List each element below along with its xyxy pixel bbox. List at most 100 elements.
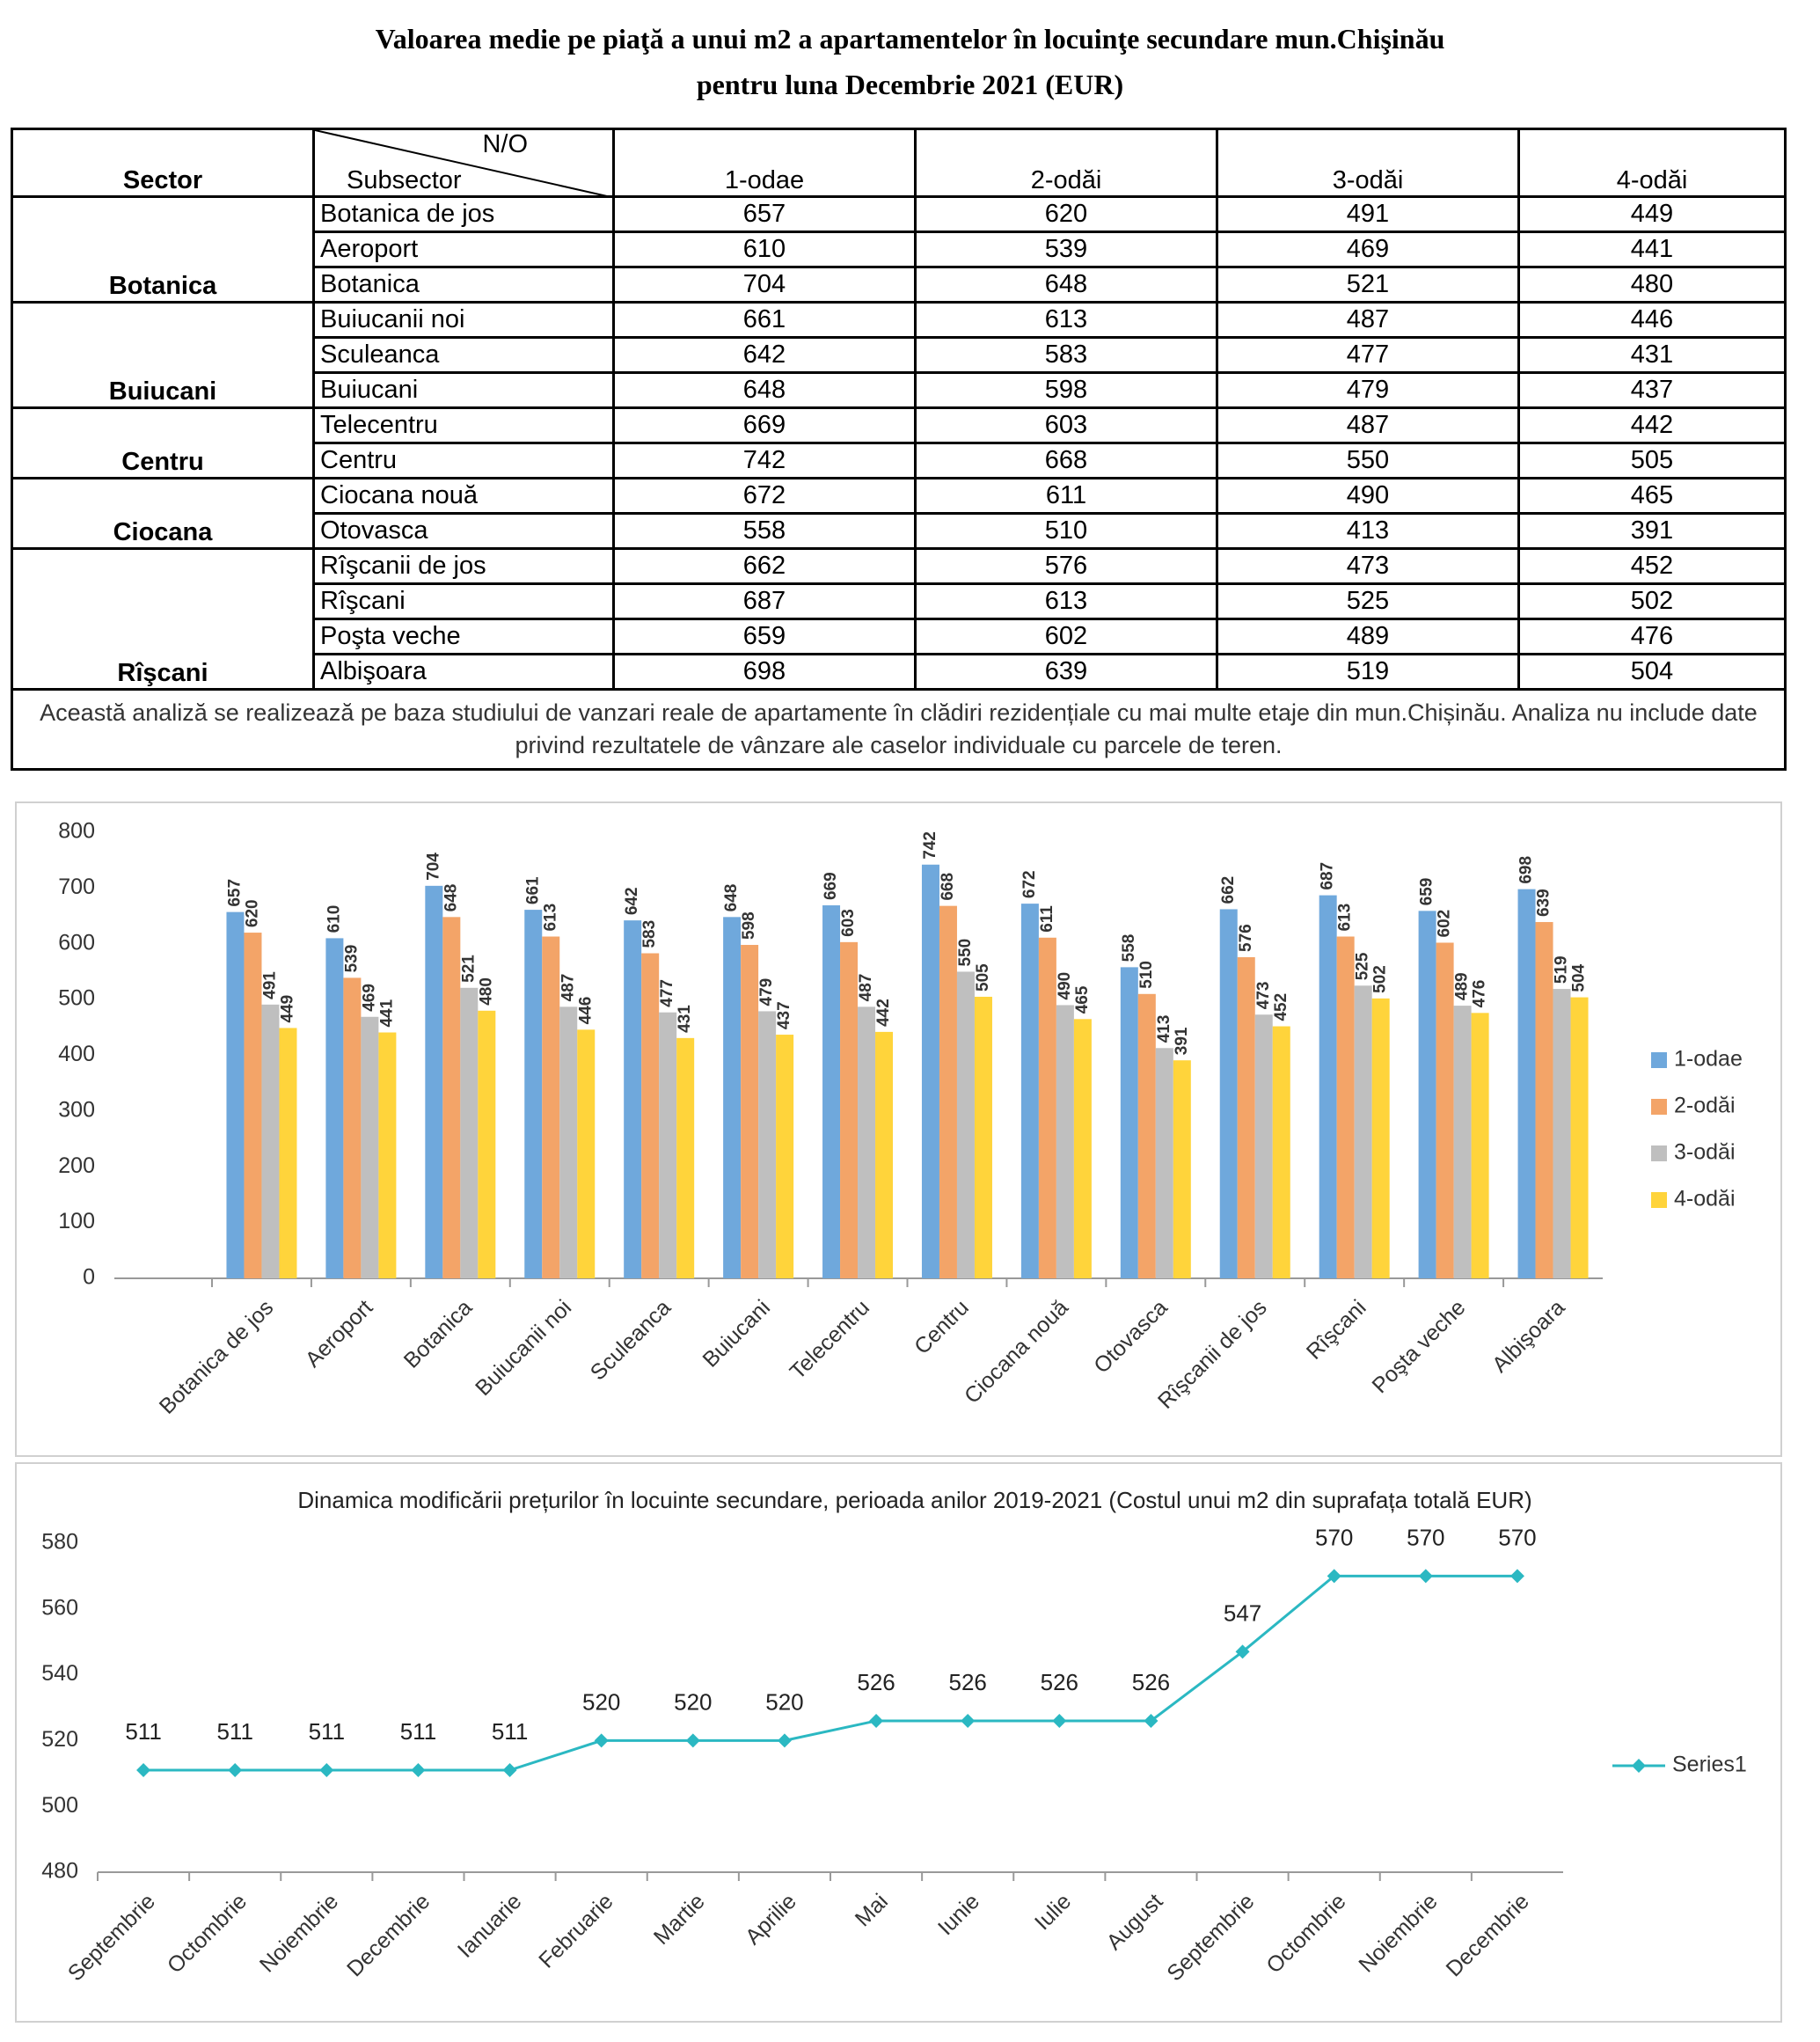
bar-value-label: 657 — [225, 879, 244, 907]
title-line: pentru luna Decembrie 2021 (EUR) — [696, 69, 1124, 100]
bar — [559, 1006, 578, 1278]
value-cell: 672 — [612, 477, 917, 515]
bar-value-label: 704 — [424, 853, 442, 881]
bar — [1120, 967, 1138, 1278]
bar — [1535, 922, 1553, 1278]
value-cell: 661 — [612, 301, 917, 339]
bar — [1155, 1048, 1173, 1278]
point-value-label: 511 — [125, 1718, 161, 1745]
bar — [758, 1011, 777, 1278]
value-cell: 441 — [1517, 231, 1787, 268]
x-tick-label: Otovasca — [1089, 1295, 1173, 1379]
bar — [524, 910, 543, 1278]
bar-value-label: 519 — [1553, 955, 1571, 984]
x-tick-label: Buiucanii noi — [471, 1295, 576, 1401]
value-cell: 698 — [612, 653, 917, 691]
bar-value-label: 431 — [676, 1005, 694, 1033]
bar-value-label: 446 — [576, 997, 595, 1025]
subsector-cell: Otovasca — [312, 512, 615, 550]
bar — [1254, 1014, 1273, 1278]
bar-value-label: 558 — [1120, 934, 1138, 962]
bar-value-label: 442 — [874, 999, 893, 1027]
point — [1327, 1569, 1341, 1584]
bar-value-label: 659 — [1418, 878, 1436, 906]
bar-value-label: 698 — [1517, 856, 1536, 884]
value-cell: 519 — [1216, 653, 1520, 691]
data-row: Buiucani 648 598 479 437 — [12, 371, 1787, 409]
y-tick-label: 600 — [58, 930, 95, 955]
x-tick-label: Poşta veche — [1367, 1295, 1470, 1398]
bar — [1056, 1005, 1074, 1278]
legend-swatch — [1651, 1192, 1667, 1208]
value-cell: 510 — [914, 512, 1218, 550]
subsector-cell: Botanica — [312, 266, 615, 304]
header-cell: 1-odae — [612, 128, 917, 198]
x-tick-label: Centru — [910, 1295, 974, 1359]
point — [1052, 1713, 1067, 1728]
legend-label: 4-odăi — [1674, 1187, 1736, 1211]
x-tick-label: Botanica de jos — [155, 1295, 279, 1419]
header-cell: Sector — [11, 128, 315, 198]
chart-frame — [15, 801, 1782, 1457]
point — [411, 1763, 426, 1778]
value-cell: 469 — [1216, 231, 1520, 268]
note-row: Această analiză se realizează pe baza st… — [11, 688, 1787, 771]
value-cell: 477 — [1216, 336, 1520, 374]
value-cell: 642 — [612, 336, 917, 374]
value-cell: 431 — [1517, 336, 1787, 374]
bar — [460, 987, 479, 1278]
x-tick-label: Noiembrie — [1354, 1889, 1442, 1977]
point — [228, 1763, 243, 1778]
bar-value-label: 611 — [1038, 905, 1056, 933]
value-cell: 657 — [612, 195, 917, 233]
bar-value-label: 639 — [1535, 889, 1553, 917]
point — [777, 1733, 792, 1748]
legend-swatch — [1651, 1145, 1667, 1161]
y-tick-label: 500 — [41, 1793, 78, 1818]
bar-value-label: 391 — [1173, 1027, 1191, 1055]
bar — [542, 936, 560, 1278]
bar-value-label: 576 — [1237, 924, 1255, 952]
bar-value-label: 437 — [775, 1001, 793, 1029]
y-tick-label: 100 — [58, 1209, 95, 1233]
value-cell: 442 — [1517, 406, 1787, 444]
bar-value-label: 668 — [939, 873, 957, 901]
point — [319, 1763, 334, 1778]
point-value-label: 520 — [582, 1688, 620, 1715]
header-cell: 4-odăi — [1517, 128, 1787, 198]
x-tick-label: August — [1102, 1889, 1168, 1955]
data-row: Albişoara 698 639 519 504 — [12, 653, 1787, 691]
value-cell: 449 — [1517, 195, 1787, 233]
bar-value-label: 504 — [1570, 963, 1589, 992]
value-cell: 489 — [1216, 618, 1520, 655]
data-row: Otovasca 558 510 413 391 — [12, 512, 1787, 550]
value-cell: 602 — [914, 618, 1218, 655]
bar — [1020, 904, 1039, 1278]
bar — [1173, 1060, 1191, 1278]
bar-value-label: 672 — [1020, 870, 1039, 898]
bar — [343, 977, 362, 1278]
value-cell: 487 — [1216, 301, 1520, 339]
bar — [577, 1029, 596, 1278]
bar — [1319, 895, 1337, 1278]
bar-value-label: 613 — [1336, 904, 1355, 932]
x-tick-label: Ianuarie — [453, 1889, 527, 1963]
data-row: Rîşcani Rîşcanii de jos 662 576 473 452 — [11, 547, 1787, 691]
x-tick-label: Iunie — [933, 1889, 984, 1940]
bar — [325, 938, 344, 1278]
point-value-label: 520 — [674, 1688, 712, 1715]
value-cell: 413 — [1216, 512, 1520, 550]
price-table: Sector N/O Subsector 1-odae 2-odăi 3-odăi 4-od… — [11, 128, 1787, 771]
bar — [939, 905, 957, 1278]
subsector-cell: Sculeanca — [312, 336, 615, 374]
point-value-label: 570 — [1315, 1524, 1353, 1550]
bar — [1371, 998, 1390, 1278]
value-cell: 742 — [612, 442, 917, 479]
bar-value-label: 610 — [325, 905, 343, 933]
bar — [378, 1032, 397, 1278]
header-cell: 3-odăi — [1216, 128, 1520, 198]
bar-value-label: 669 — [822, 872, 840, 900]
bar-value-label: 602 — [1436, 910, 1454, 938]
data-row: Rîşcani 687 613 525 502 — [12, 582, 1787, 620]
value-cell: 487 — [1216, 406, 1520, 444]
